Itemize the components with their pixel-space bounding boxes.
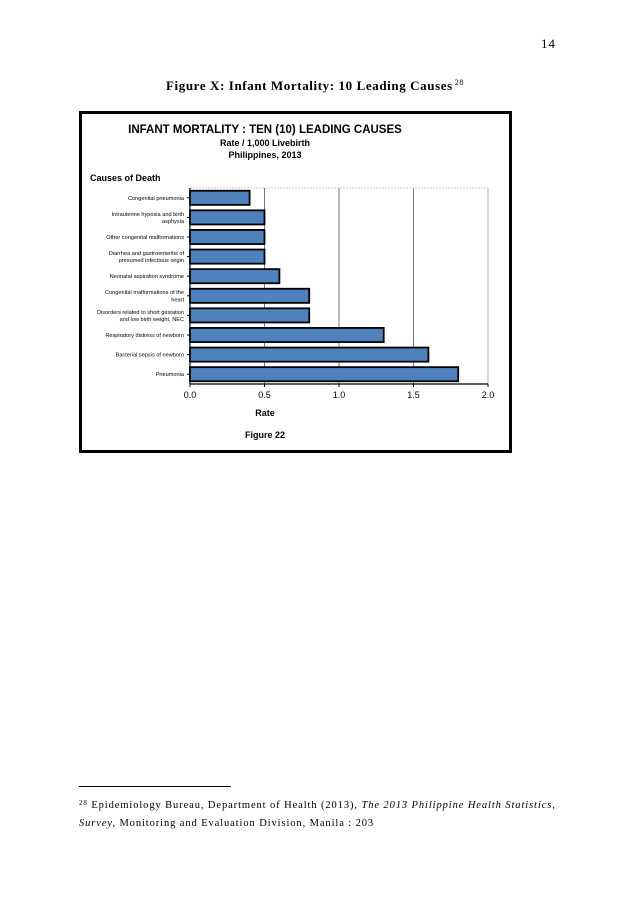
x-tick-label: 1.5 xyxy=(407,390,420,400)
footnote-text: Epidemiology Bureau, Department of Healt… xyxy=(87,800,362,811)
x-tick-label: 0.0 xyxy=(184,390,197,400)
bar xyxy=(189,346,430,363)
chart-title: INFANT MORTALITY : TEN (10) LEADING CAUS… xyxy=(128,124,402,136)
category-label: Pneumonia xyxy=(156,372,185,378)
category-label: and low birth weight, NEC xyxy=(120,317,184,323)
footnote-rule xyxy=(79,786,231,787)
category-labels: Congenital pneumonia Intrauterine hypoxia… xyxy=(97,196,190,378)
category-label: heart xyxy=(171,297,184,303)
bar-chart: INFANT MORTALITY : TEN (10) LEADING CAUS… xyxy=(90,124,495,440)
bar xyxy=(189,287,311,304)
footnote-text-end: Monitoring and Evaluation Division, Mani… xyxy=(115,818,375,829)
bars xyxy=(189,189,460,383)
bar xyxy=(189,268,281,285)
bar xyxy=(189,366,460,383)
chart-subtitle-line-2: Philippines, 2013 xyxy=(228,150,301,160)
figure-caption: Figure X: Infant Mortality: 10 Leading C… xyxy=(166,78,464,94)
y-axis-title: Causes of Death xyxy=(90,173,161,183)
x-tick-label: 1.0 xyxy=(333,390,346,400)
chart-frame: INFANT MORTALITY : TEN (10) LEADING CAUS… xyxy=(79,111,512,453)
chart-subtitle-line-1: Rate / 1,000 Livebirth xyxy=(220,138,310,148)
category-label: Bacterial sepsis of newborn xyxy=(116,353,184,359)
category-label: Congenital malformations of the xyxy=(105,290,184,296)
footnote-source-title: The 2013 Philippine Health Statistics, S… xyxy=(79,800,556,829)
x-tick-label: 2.0 xyxy=(482,390,495,400)
figure-caption-text: Figure X: Infant Mortality: 10 Leading C… xyxy=(166,78,453,93)
bar xyxy=(189,229,266,245)
category-label: Neonatal aspiration syndrome xyxy=(110,274,184,280)
bar xyxy=(189,189,251,206)
x-tick-label: 0.5 xyxy=(258,390,271,400)
bar xyxy=(189,307,311,324)
figure-label: Figure 22 xyxy=(245,430,285,440)
category-label: Disorders related to short gestation xyxy=(97,310,184,316)
bar xyxy=(189,209,266,226)
bar xyxy=(189,248,266,265)
category-label: Other congenital malformations xyxy=(106,235,184,241)
category-label: Intrauterine hypoxia and birth xyxy=(112,212,184,218)
category-label: asphyxia xyxy=(162,219,185,225)
footnote-marker: 28 xyxy=(79,799,88,807)
category-label: Congenital pneumonia xyxy=(128,196,185,202)
footnote: 28 Epidemiology Bureau, Department of He… xyxy=(79,797,569,832)
footnote-reference[interactable]: 28 xyxy=(454,78,464,87)
bar xyxy=(189,327,385,343)
category-label: Respiratory distress of newborn xyxy=(105,333,184,339)
x-tick-labels: 0.0 0.5 1.0 1.5 2.0 xyxy=(184,384,495,400)
category-label: presumed infectious origin xyxy=(119,258,184,264)
page-number: 14 xyxy=(541,36,556,51)
x-axis-title: Rate xyxy=(255,408,275,418)
category-label: Diarrhea and gastroenteritis of xyxy=(109,251,185,257)
